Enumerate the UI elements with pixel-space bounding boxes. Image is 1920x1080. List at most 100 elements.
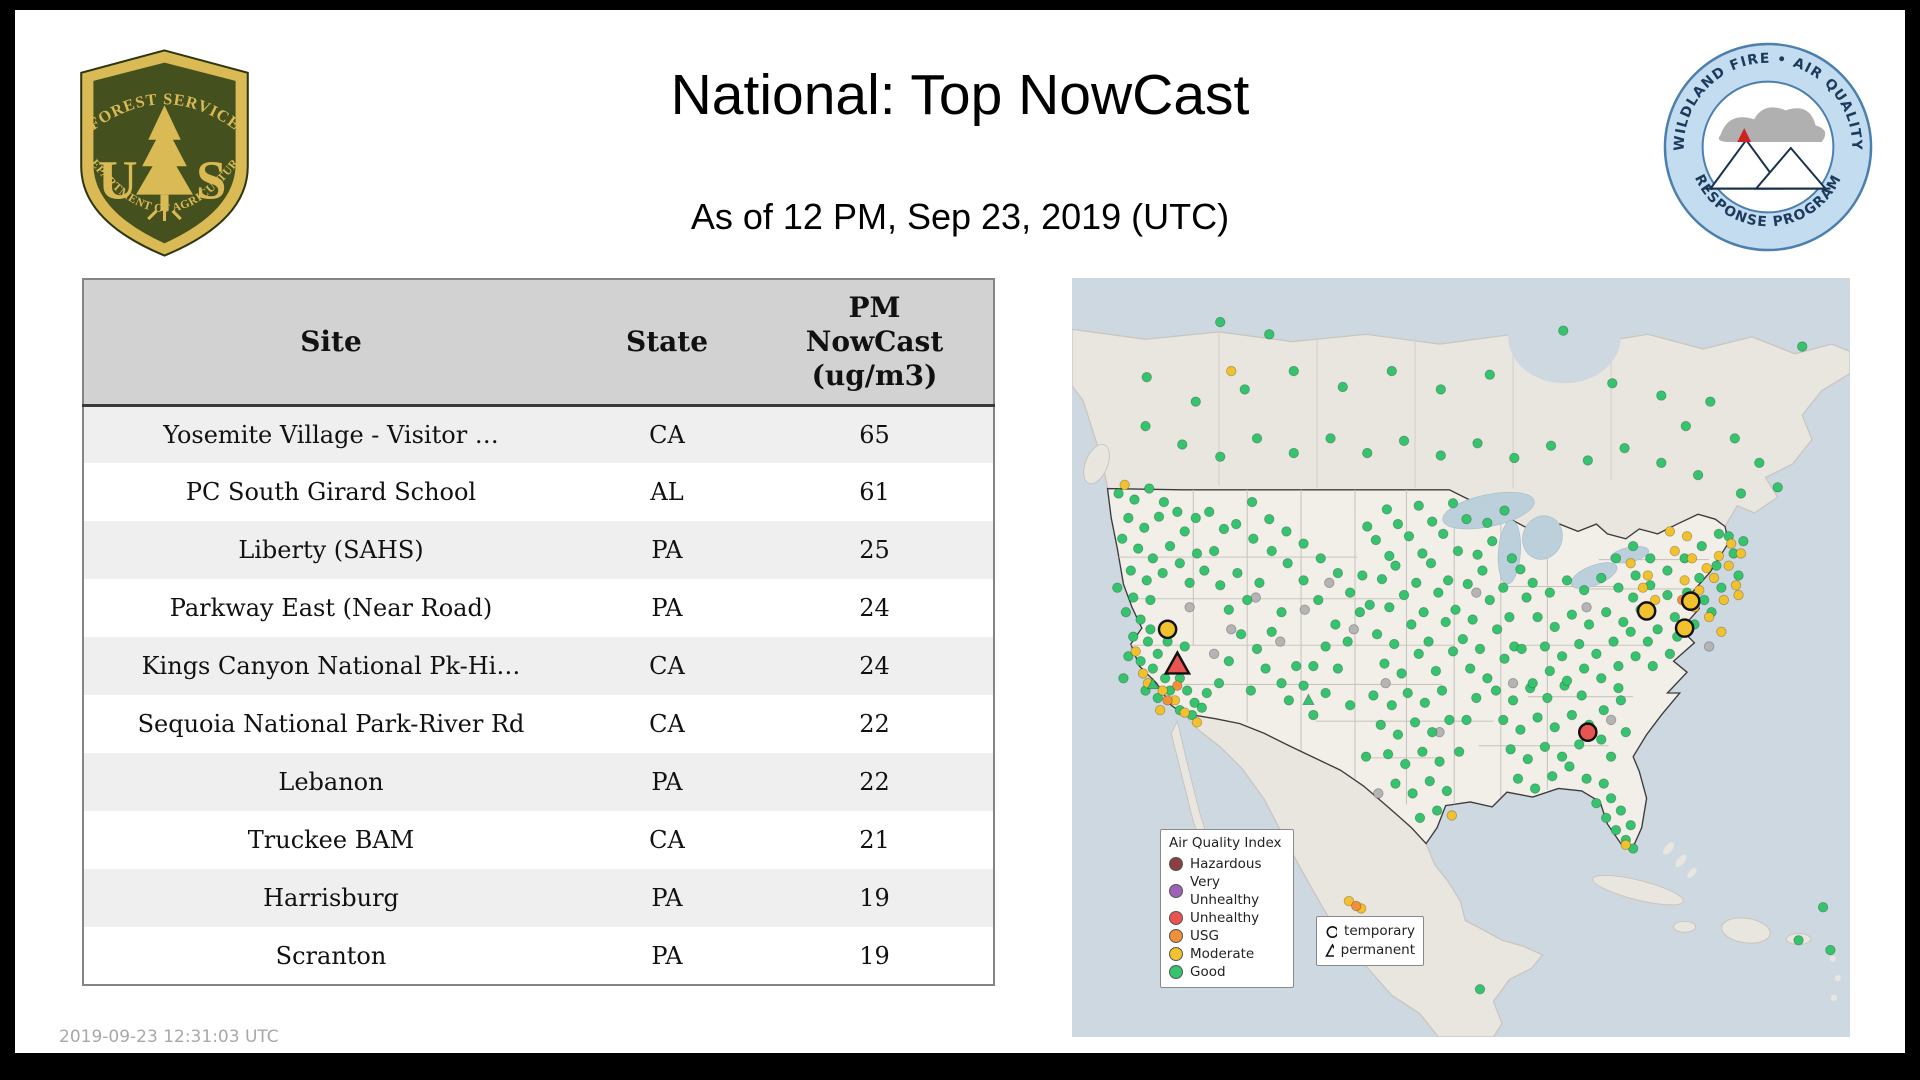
monitor-dot-good [1181, 685, 1193, 696]
monitor-dot-good [1424, 775, 1435, 787]
monitor-dot-good [1140, 420, 1151, 432]
monitor-dot-moderate [1703, 611, 1715, 623]
site-cell: Harrisburg [263, 884, 399, 912]
aqi-legend-title: Air Quality Index [1169, 835, 1282, 851]
state-cell: CA [649, 652, 685, 680]
monitor-dot-no_data [1605, 714, 1617, 726]
monitor-dot-good [1491, 624, 1503, 635]
monitor-dot-moderate [1179, 707, 1190, 718]
value-cell: 24 [859, 594, 890, 622]
site-cell: Parkway East (Near Road) [169, 594, 493, 622]
monitor-dot-good [1407, 788, 1418, 799]
report-page: FOREST SERVICE U S DEPARTMENT OF AGRICUL… [15, 10, 1905, 1053]
monitor-dot-good [1605, 793, 1617, 804]
monitor-dot-good [1600, 607, 1612, 618]
monitor-dot-good [1118, 673, 1129, 684]
aqi-legend-item: Very Unhealthy [1169, 873, 1285, 909]
monitor-dot-good [1680, 420, 1692, 432]
monitor-dot-good [1464, 663, 1476, 674]
monitor-dot-good [1298, 575, 1309, 586]
monitor-dot-good [1625, 626, 1636, 637]
monitor-dot-good [1392, 729, 1404, 740]
monitor-dot-good [1215, 580, 1226, 591]
monitor-dot-moderate [1625, 558, 1636, 569]
highlight-marker-circle-moderate [1680, 591, 1701, 611]
monitor-dot-good [1484, 369, 1495, 380]
monitor-dot-good [1462, 578, 1473, 590]
monitor-dot-good [1735, 488, 1747, 499]
aqi-map: Air Quality Index Hazardous Very Unhealth… [1072, 278, 1850, 1037]
monitor-dot-good [1117, 533, 1128, 544]
monitor-dot-good [1406, 619, 1417, 630]
monitor-dot-good [1344, 587, 1356, 598]
legend-permanent-label: permanent [1340, 942, 1415, 958]
monitor-dot-good [1711, 560, 1722, 571]
monitor-dot-good [1264, 329, 1275, 340]
monitor-dot-good [1196, 702, 1208, 713]
monitor-dot-good [1400, 758, 1411, 770]
monitor-dot-good [1549, 621, 1560, 633]
monitor-dot-good [1191, 548, 1203, 559]
monitor-dot-good [1125, 565, 1137, 576]
monitor-dot-good [1499, 653, 1510, 664]
aqi-item-label: Unhealthy [1190, 910, 1260, 926]
monitor-dot-good [1332, 663, 1344, 674]
monitor-dot-good [1620, 726, 1631, 738]
monitor-dot-good [1291, 660, 1302, 672]
monitor-dot-moderate [1155, 704, 1166, 716]
table-row: Truckee BAM CA 21 [83, 811, 994, 869]
monitor-dot-good [1474, 643, 1486, 655]
great-lakes [1442, 491, 1650, 589]
monitor-dot-no_data [1348, 624, 1360, 635]
monitor-dot-moderate [1669, 545, 1681, 557]
aqi-legend: Air Quality Index Hazardous Very Unhealth… [1160, 829, 1294, 988]
monitor-dot-good [1417, 548, 1428, 559]
monitor-dot-good [1532, 712, 1543, 723]
monitor-dot-good [1135, 655, 1146, 667]
aqi-swatch-hazardous [1169, 857, 1183, 871]
value-cell: 65 [859, 420, 890, 449]
monitor-dot-moderate [1130, 646, 1141, 657]
monitor-dot-good [1384, 602, 1395, 613]
page-subtitle: As of 12 PM, Sep 23, 2019 (UTC) [690, 196, 1230, 237]
monitor-dot-good [1499, 505, 1510, 516]
monitor-dot-good [1435, 450, 1446, 461]
monitor-dot-good [1123, 512, 1134, 524]
monitor-dot-good [1630, 570, 1641, 581]
monitor-triangle-good [1302, 693, 1315, 706]
aqi-legend-item: USG [1169, 927, 1285, 945]
monitor-dot-good [1320, 687, 1331, 699]
monitor-dot-good [1529, 783, 1541, 794]
value-cell: 22 [859, 710, 890, 738]
table-row: Harrisburg PA 19 [83, 869, 994, 927]
col-header-site: Site [83, 279, 578, 407]
monitor-dot-good [1442, 575, 1454, 586]
monitor-dot-moderate [1730, 580, 1742, 591]
monitor-dot-good [1246, 496, 1258, 508]
flame-icon [1737, 128, 1752, 143]
monitor-dot-good [1342, 636, 1353, 647]
monitor-dot-good [1656, 457, 1667, 469]
aqi-legend-item: Good [1169, 963, 1285, 981]
monitor-dot-good [1574, 638, 1585, 650]
highlight-marker-triangle-unhealthy [1163, 650, 1192, 675]
monitor-dot-good [1561, 575, 1573, 586]
monitor-dot-good [1251, 433, 1263, 444]
monitor-dot-good [1582, 455, 1594, 466]
highlight-marker-circle-moderate [1636, 601, 1657, 621]
monitor-dot-good [1669, 611, 1681, 623]
monitor-dot-good [1605, 751, 1617, 762]
monitor-dot-good [1591, 648, 1602, 660]
monitor-dot-good [1337, 381, 1348, 393]
site-cell: Truckee BAM [247, 826, 415, 854]
monitor-dot-good [1452, 545, 1464, 557]
monitor-dot-good [1283, 695, 1295, 706]
aqi-item-label: Good [1190, 964, 1226, 980]
site-cell: Liberty (SAHS) [238, 536, 424, 564]
monitor-dot-good [1230, 518, 1242, 530]
monitor-dot-moderate [1725, 538, 1737, 549]
forest-service-logo: FOREST SERVICE U S DEPARTMENT OF AGRICUL… [63, 36, 262, 260]
monitor-dot-no_data [1703, 641, 1715, 652]
monitor-dot-good [1398, 589, 1410, 601]
monitor-dot-moderate [1664, 526, 1676, 537]
